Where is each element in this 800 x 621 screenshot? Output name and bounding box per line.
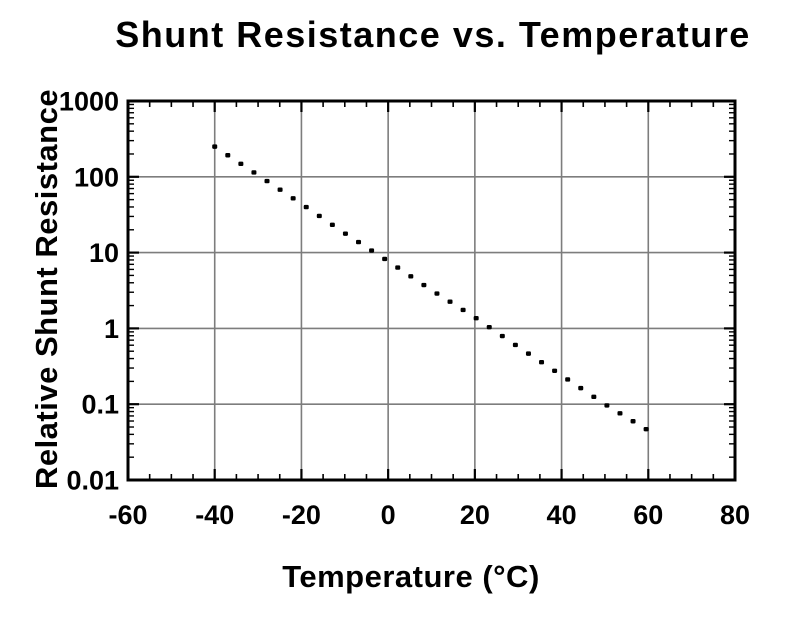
x-tick-label: 0 xyxy=(381,500,396,530)
y-tick-label: 1000 xyxy=(59,87,119,117)
y-tick-label: 10 xyxy=(89,238,119,268)
x-tick-label: 80 xyxy=(720,500,750,530)
tick-layer xyxy=(126,99,737,482)
data-dot xyxy=(290,196,296,201)
data-dot xyxy=(329,222,335,228)
x-tick-label: -40 xyxy=(195,500,234,530)
x-tick-label: -60 xyxy=(108,500,147,530)
data-dot xyxy=(539,360,545,365)
data-dot xyxy=(473,316,479,321)
data-dot xyxy=(604,403,610,408)
data-dot xyxy=(486,324,492,330)
data-dot xyxy=(303,204,309,210)
data-dot xyxy=(499,333,505,339)
tick-label-layer: -60 -40 -20 0 20 40 60 80 1000 100 10 1 0.1 0.01 xyxy=(59,87,750,531)
x-axis-label: Temperature (°C) xyxy=(282,559,540,594)
data-dot xyxy=(565,377,571,382)
data-dot xyxy=(552,368,558,374)
y-tick-label: 0.01 xyxy=(66,466,119,496)
data-dot xyxy=(238,161,244,167)
data-dot xyxy=(447,299,453,304)
data-dot xyxy=(316,213,322,219)
grid-layer xyxy=(128,101,735,480)
plot-frame xyxy=(126,99,737,482)
data-dot xyxy=(225,153,231,158)
x-tick-label: 40 xyxy=(547,500,577,530)
x-tick-label: 60 xyxy=(633,500,663,530)
data-dot xyxy=(264,178,270,184)
data-dot xyxy=(277,187,283,192)
data-dot xyxy=(382,256,388,262)
data-dot xyxy=(408,274,414,279)
data-dot xyxy=(212,144,218,149)
chart-title: Shunt Resistance vs. Temperature xyxy=(115,14,751,55)
y-axis-label: Relative Shunt Resistance xyxy=(29,89,64,489)
data-dot xyxy=(460,307,466,313)
data-dot xyxy=(421,282,427,288)
series-layer xyxy=(212,144,649,432)
data-dot xyxy=(643,426,649,432)
data-dot xyxy=(395,265,401,270)
data-dot xyxy=(369,248,375,253)
data-dot xyxy=(434,291,440,296)
data-dot xyxy=(525,351,531,356)
x-tick-label: 20 xyxy=(460,500,490,530)
data-dot xyxy=(591,394,597,400)
data-dot xyxy=(512,342,518,348)
y-tick-label: 100 xyxy=(74,162,119,192)
x-tick-label: -20 xyxy=(282,500,321,530)
data-dot xyxy=(342,231,348,236)
data-dot xyxy=(617,411,623,416)
y-tick-label: 1 xyxy=(104,314,119,344)
data-dot xyxy=(578,385,584,391)
data-dot xyxy=(356,239,362,245)
data-dot xyxy=(630,419,636,424)
y-tick-label: 0.1 xyxy=(81,390,119,420)
data-dot xyxy=(251,170,257,175)
